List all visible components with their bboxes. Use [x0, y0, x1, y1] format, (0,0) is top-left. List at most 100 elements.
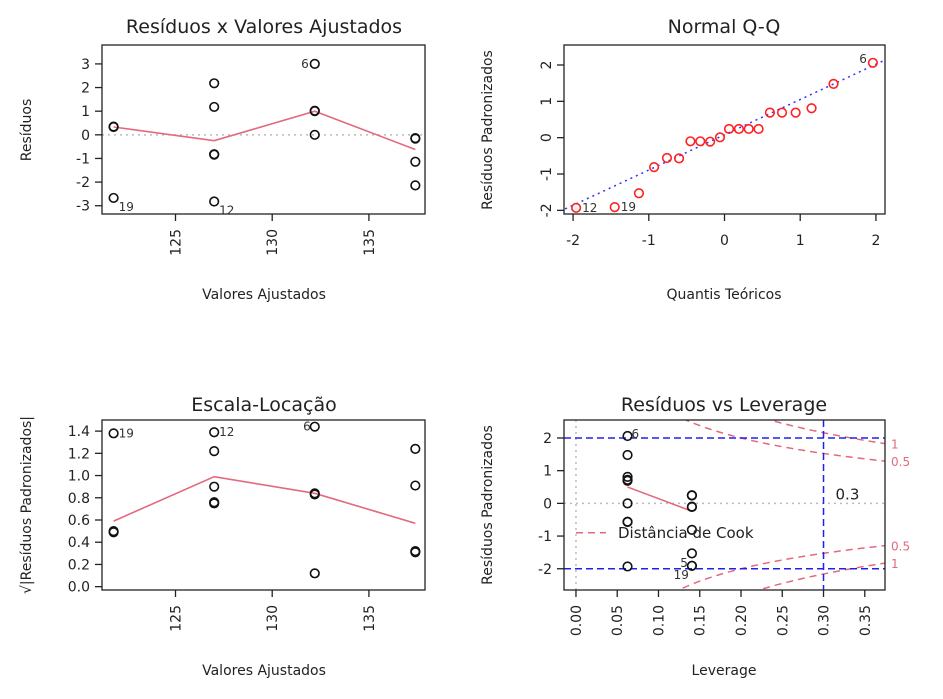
y-tick-label: 1 — [539, 97, 555, 106]
data-point — [753, 123, 764, 135]
data-point — [695, 136, 706, 147]
x-tick-label: -2 — [566, 233, 580, 249]
data-point — [309, 421, 320, 432]
cook-level-label: 0.5 — [891, 455, 910, 469]
point-label: 19 — [119, 200, 134, 214]
chart-title: Resíduos x Valores Ajustados — [126, 16, 402, 38]
point-label: 12 — [582, 201, 597, 215]
y-tick-label: -2 — [539, 203, 555, 217]
data-point — [410, 156, 421, 167]
data-point — [622, 430, 633, 442]
plot-area — [102, 58, 425, 207]
smoother-line — [627, 486, 693, 512]
cook-level-label: 0.5 — [891, 540, 910, 554]
y-tick-label: 0 — [539, 133, 555, 142]
y-axis-label: √|Resíduos Padronizados| — [19, 416, 35, 594]
data-point — [661, 152, 673, 164]
y-tick-label: -2 — [538, 562, 552, 578]
y-tick-label: 2 — [543, 431, 552, 447]
x-tick-label: 130 — [265, 229, 281, 256]
y-axis-label: Resíduos Padronizados — [480, 425, 496, 585]
point-label: 6 — [301, 57, 309, 71]
data-point — [867, 57, 878, 68]
data-point — [686, 560, 698, 571]
x-axis-label: Quantis Teóricos — [666, 287, 781, 303]
plot-frame — [563, 419, 886, 591]
chart-title: Escala-Locação — [191, 394, 336, 416]
point-label: 6 — [303, 420, 311, 434]
panel-normal-qq: Normal Q-Q Quantis Teóricos Resíduos Pad… — [480, 16, 886, 303]
y-tick-label: 0.4 — [68, 535, 90, 551]
cook-distance-curve — [677, 544, 885, 590]
data-point — [309, 106, 320, 117]
point-label: 19 — [621, 200, 636, 214]
x-tick-label: 0.25 — [775, 605, 791, 636]
chart-title: Normal Q-Q — [668, 16, 781, 38]
plot-area — [564, 57, 885, 213]
data-point — [622, 475, 633, 486]
cook-distance-curve — [684, 420, 885, 462]
x-tick-label: 0.20 — [734, 605, 750, 636]
data-point — [622, 471, 633, 482]
x-tick-label: 0.00 — [569, 605, 585, 636]
smoother-line — [113, 110, 416, 151]
data-point — [309, 129, 320, 140]
x-tick-label: 0.05 — [610, 605, 626, 636]
x-tick-label: 0.10 — [651, 605, 667, 636]
point-label: 6 — [632, 427, 640, 441]
x-tick-label: -1 — [642, 233, 656, 249]
x-tick-label: 0 — [720, 233, 729, 249]
data-point — [633, 188, 645, 199]
y-tick-label: -3 — [76, 199, 90, 215]
cook-distance-curve — [756, 562, 885, 590]
data-point — [776, 107, 788, 118]
y-tick-label: 2 — [81, 81, 90, 97]
y-tick-label: -2 — [76, 175, 90, 191]
data-point — [686, 501, 698, 513]
data-point — [806, 103, 817, 114]
data-point — [622, 449, 633, 461]
qq-reference-line — [564, 59, 885, 211]
chart-title: Resíduos vs Leverage — [621, 394, 827, 416]
data-point — [410, 180, 421, 191]
data-point — [108, 192, 119, 204]
y-tick-label: 0.2 — [68, 557, 90, 573]
y-tick-label: 2 — [539, 61, 555, 70]
point-label: 5 — [680, 556, 688, 570]
data-point — [209, 427, 220, 438]
x-tick-label: 0.30 — [817, 605, 833, 636]
y-tick-label: 1 — [543, 464, 552, 480]
data-point — [648, 162, 660, 173]
y-axis-label: Resíduos Padronizados — [480, 50, 496, 210]
x-tick-label: 0.35 — [858, 605, 874, 636]
y-tick-label: 0 — [81, 128, 90, 144]
y-tick-label: 1.2 — [68, 446, 90, 462]
data-point — [733, 123, 744, 135]
data-point — [410, 480, 421, 491]
data-point — [609, 201, 620, 213]
y-tick-label: -1 — [76, 151, 90, 167]
data-point — [685, 136, 696, 147]
data-point — [209, 481, 220, 492]
data-point — [209, 78, 220, 89]
data-point — [309, 489, 320, 500]
y-tick-label: -1 — [538, 529, 552, 545]
data-point — [686, 524, 698, 535]
cook-level-label: 1 — [891, 557, 899, 571]
x-axis-label: Leverage — [692, 663, 757, 679]
data-point — [209, 149, 220, 160]
data-point — [410, 547, 421, 558]
y-tick-label: 0.0 — [68, 580, 90, 596]
x-tick-label: 135 — [362, 229, 378, 256]
data-point — [622, 561, 633, 572]
data-point — [764, 107, 776, 118]
point-label: 12 — [219, 203, 234, 217]
y-tick-label: 1 — [81, 104, 90, 120]
data-point — [209, 446, 220, 457]
data-point — [723, 123, 735, 135]
leverage-threshold-label: 0.3 — [836, 485, 860, 503]
data-point — [108, 527, 119, 538]
x-tick-label: 1 — [796, 233, 805, 249]
data-point — [209, 497, 220, 508]
data-point — [743, 123, 754, 135]
